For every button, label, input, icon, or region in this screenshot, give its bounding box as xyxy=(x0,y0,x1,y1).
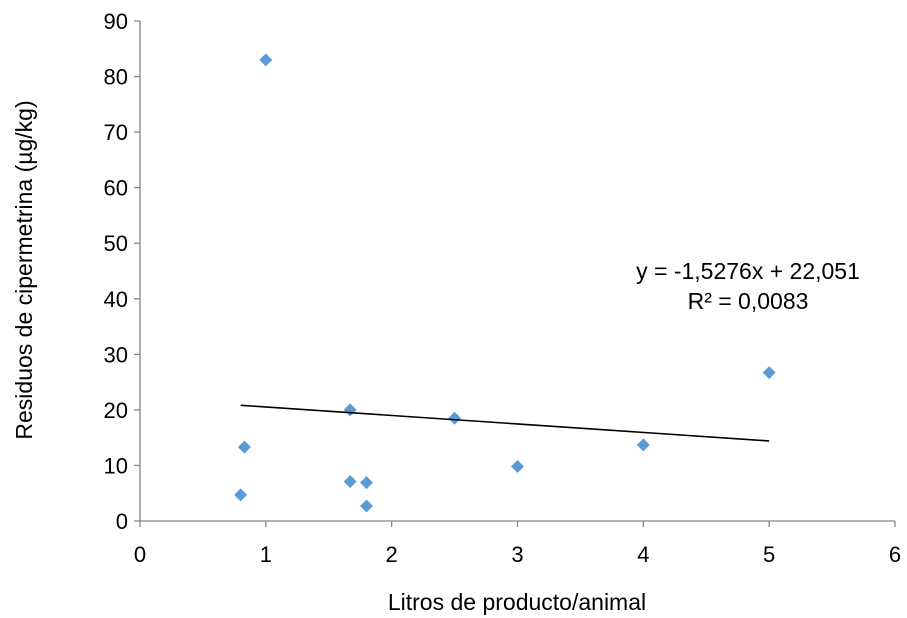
y-tick-label: 90 xyxy=(104,9,128,34)
x-tick-label: 4 xyxy=(637,542,649,567)
x-tick-label: 2 xyxy=(386,542,398,567)
y-tick-label: 40 xyxy=(104,287,128,312)
data-points xyxy=(234,53,776,513)
x-tick-label: 0 xyxy=(134,542,146,567)
y-tick-label: 50 xyxy=(104,231,128,256)
y-tick-label: 70 xyxy=(104,120,128,145)
data-point xyxy=(259,53,273,67)
data-point xyxy=(237,440,251,454)
data-point xyxy=(343,475,357,489)
data-point xyxy=(511,460,524,474)
x-axis-ticks: 0 1 2 3 4 5 6 xyxy=(134,521,901,567)
x-tick-label: 6 xyxy=(889,542,901,567)
x-tick-label: 1 xyxy=(260,542,272,567)
x-tick-label: 3 xyxy=(511,542,523,567)
x-tick-label: 5 xyxy=(763,542,775,567)
y-axis-ticks: 0 10 20 30 40 50 60 70 80 90 xyxy=(104,9,140,534)
y-tick-label: 10 xyxy=(104,453,128,478)
trendline-equation: y = -1,5276x + 22,051 xyxy=(636,258,860,284)
trendline-r2: R² = 0,0083 xyxy=(688,288,809,314)
y-axis-title: Residuos de cipermetrina (µg/kg) xyxy=(11,100,37,439)
y-tick-label: 20 xyxy=(104,398,128,423)
data-point xyxy=(234,488,248,502)
y-tick-label: 30 xyxy=(104,342,128,367)
x-axis-title: Litros de producto/animal xyxy=(388,589,646,615)
data-point xyxy=(343,403,357,417)
y-tick-label: 60 xyxy=(104,176,128,201)
data-point xyxy=(360,499,373,513)
trendline xyxy=(240,404,770,442)
data-point xyxy=(762,366,776,380)
data-point xyxy=(360,476,373,490)
y-tick-label: 0 xyxy=(116,509,128,534)
data-point xyxy=(448,411,462,425)
data-point xyxy=(636,438,650,452)
y-tick-label: 80 xyxy=(104,65,128,90)
